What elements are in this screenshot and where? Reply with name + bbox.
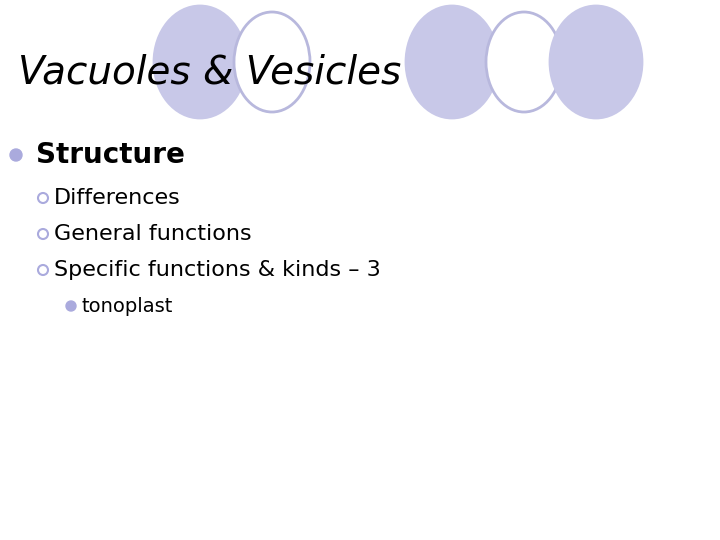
Ellipse shape <box>154 6 246 118</box>
Text: Differences: Differences <box>54 188 181 208</box>
Ellipse shape <box>550 6 642 118</box>
Text: General functions: General functions <box>54 224 251 244</box>
Text: Structure: Structure <box>36 141 185 169</box>
Circle shape <box>10 149 22 161</box>
Ellipse shape <box>486 12 562 112</box>
Ellipse shape <box>406 6 498 118</box>
Circle shape <box>38 265 48 275</box>
Ellipse shape <box>234 12 310 112</box>
Text: Vacuoles & Vesicles: Vacuoles & Vesicles <box>18 53 401 91</box>
Circle shape <box>38 229 48 239</box>
Circle shape <box>38 193 48 203</box>
Text: Specific functions & kinds – 3: Specific functions & kinds – 3 <box>54 260 381 280</box>
Circle shape <box>66 301 76 311</box>
Text: tonoplast: tonoplast <box>82 296 174 315</box>
